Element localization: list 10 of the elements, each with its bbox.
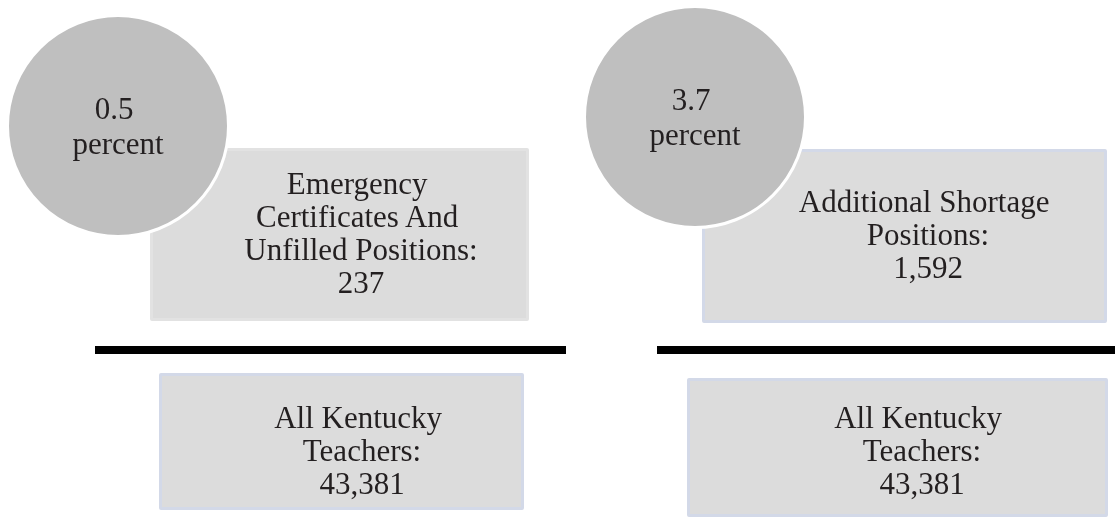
text: All Kentucky Teachers:: [274, 399, 450, 468]
text: All Kentucky Teachers:: [834, 399, 1010, 468]
data-label: 237: [337, 265, 385, 300]
text: 3.7 percent: [649, 82, 741, 152]
text: Emergency Certificates And Unfilled Positions:: [244, 166, 478, 267]
text: 0.5 percent: [72, 91, 164, 161]
data-label: 1,592: [893, 249, 963, 285]
data-label: 43,381: [319, 465, 405, 501]
text: Additional Shortage Positions:: [798, 183, 1058, 252]
data-label: 43,381: [879, 465, 965, 501]
